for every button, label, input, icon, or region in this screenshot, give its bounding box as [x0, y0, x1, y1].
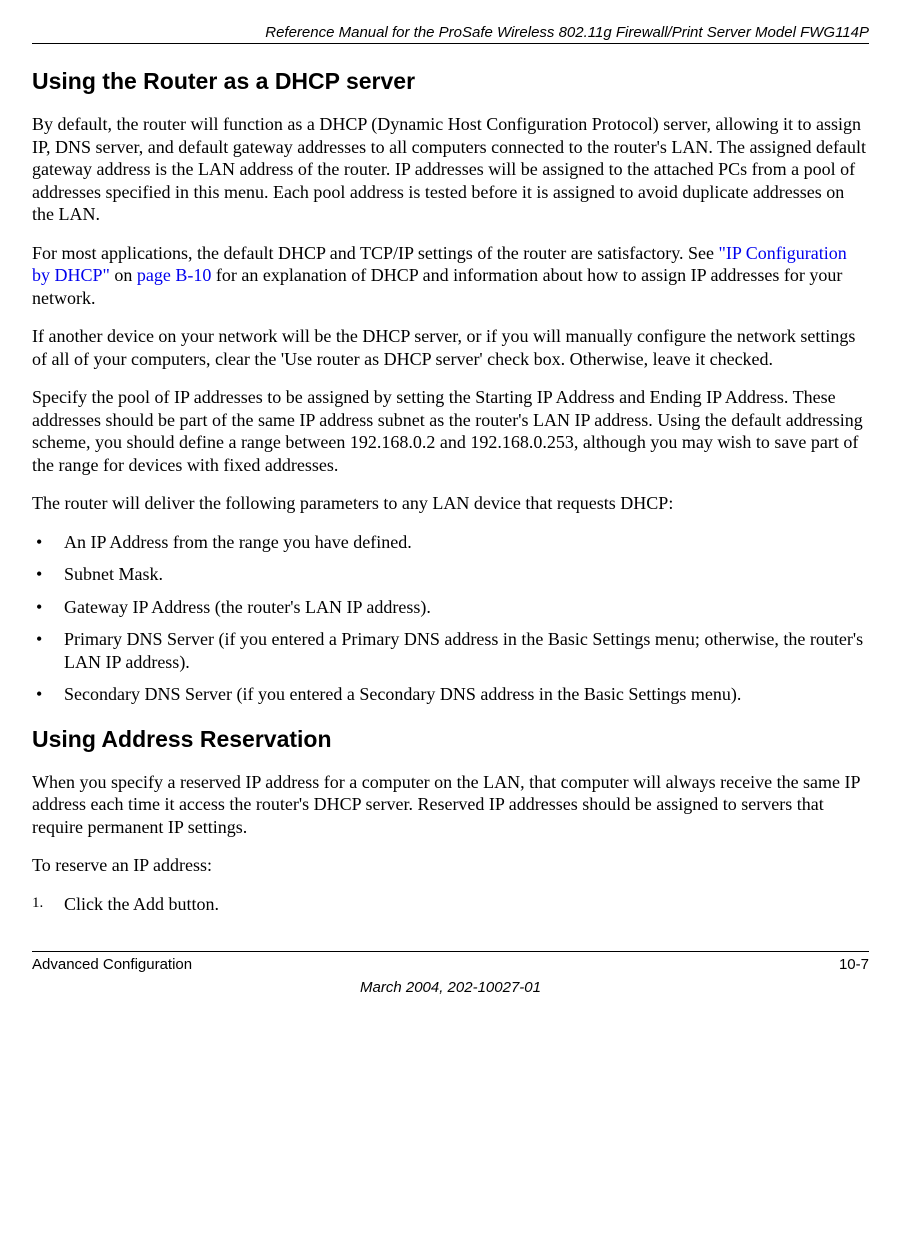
list-item: Primary DNS Server (if you entered a Pri…	[32, 628, 869, 673]
page-container: Reference Manual for the ProSafe Wireles…	[0, 0, 901, 1016]
text-span: For most applications, the default DHCP …	[32, 243, 719, 263]
list-item: Click the Add button.	[32, 893, 869, 916]
ordered-list-reserve-steps: Click the Add button.	[32, 893, 869, 916]
link-page-b10[interactable]: page B-10	[137, 265, 211, 285]
paragraph-dhcp-5: The router will deliver the following pa…	[32, 492, 869, 515]
footer-row: Advanced Configuration 10-7	[32, 956, 869, 973]
section-heading-reservation: Using Address Reservation	[32, 726, 869, 753]
paragraph-dhcp-4: Specify the pool of IP addresses to be a…	[32, 386, 869, 476]
paragraph-reservation-1: When you specify a reserved IP address f…	[32, 771, 869, 839]
footer-date-docid: March 2004, 202-10027-01	[32, 979, 869, 996]
page-footer: Advanced Configuration 10-7 March 2004, …	[32, 951, 869, 996]
footer-rule	[32, 951, 869, 952]
header-rule	[32, 43, 869, 44]
list-item: Subnet Mask.	[32, 563, 869, 586]
paragraph-dhcp-3: If another device on your network will b…	[32, 325, 869, 370]
paragraph-reservation-2: To reserve an IP address:	[32, 854, 869, 877]
paragraph-dhcp-2: For most applications, the default DHCP …	[32, 242, 869, 310]
list-item: Gateway IP Address (the router's LAN IP …	[32, 596, 869, 619]
section-heading-dhcp: Using the Router as a DHCP server	[32, 68, 869, 95]
running-header: Reference Manual for the ProSafe Wireles…	[32, 24, 869, 41]
footer-page-number: 10-7	[839, 956, 869, 973]
list-item: Secondary DNS Server (if you entered a S…	[32, 683, 869, 706]
footer-section-label: Advanced Configuration	[32, 956, 192, 973]
list-item: An IP Address from the range you have de…	[32, 531, 869, 554]
text-span: on	[110, 265, 137, 285]
paragraph-dhcp-1: By default, the router will function as …	[32, 113, 869, 226]
bullet-list-dhcp-params: An IP Address from the range you have de…	[32, 531, 869, 706]
